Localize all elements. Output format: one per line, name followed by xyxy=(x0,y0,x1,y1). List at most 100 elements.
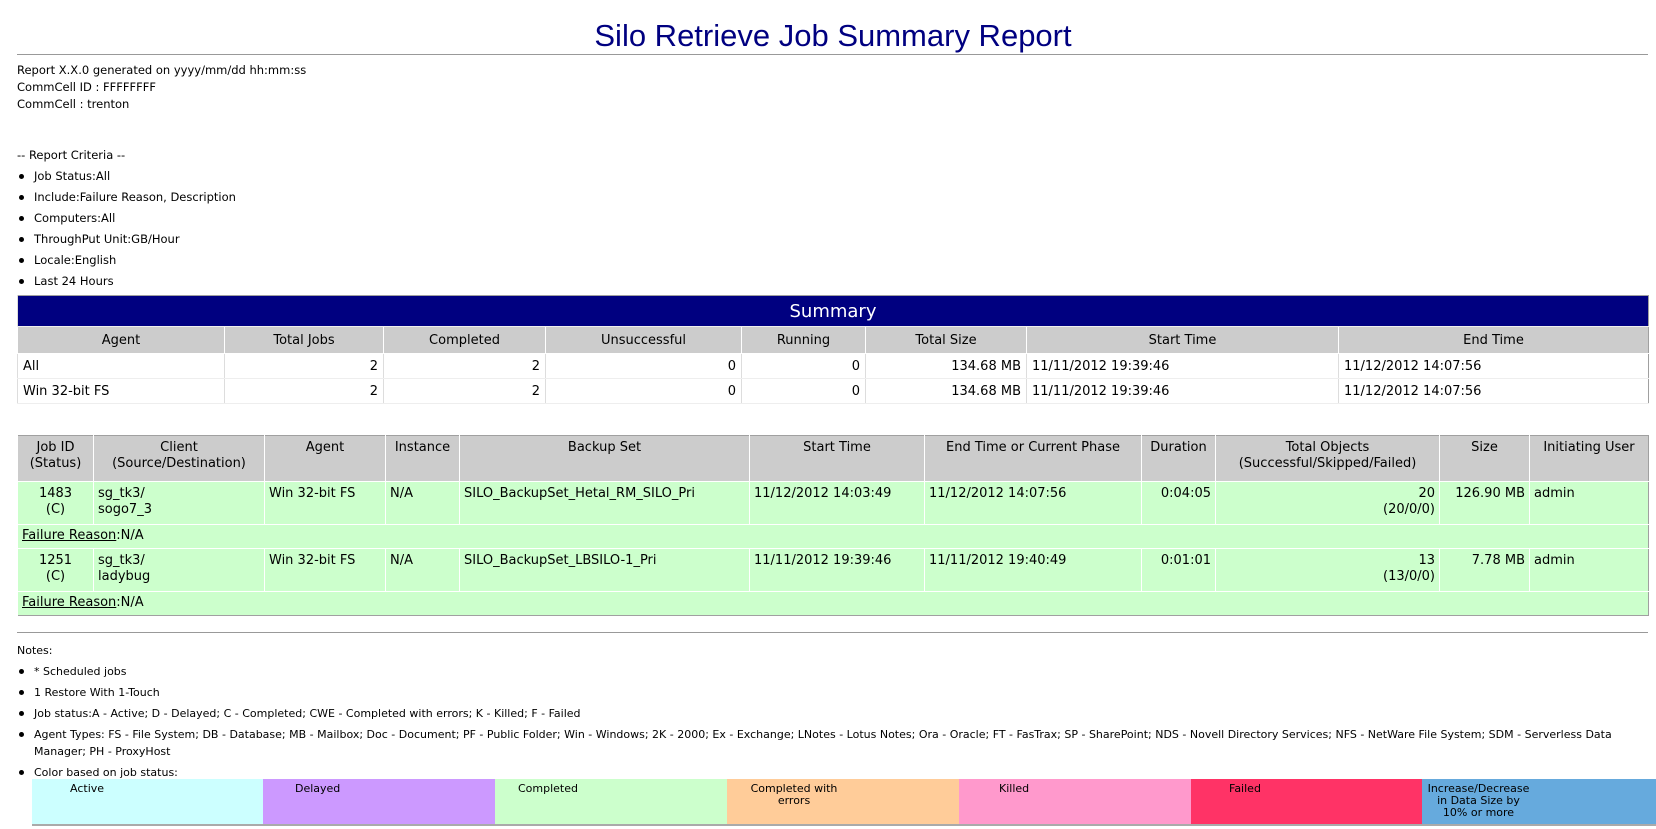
report-criteria: -- Report Criteria -- Job Status:All Inc… xyxy=(17,145,236,292)
notes-divider xyxy=(17,632,1648,633)
cell-total-objects: 20 (20/0/0) xyxy=(1215,481,1440,525)
client-source: sg_tk3/ xyxy=(98,486,145,501)
cell-agent: Win 32-bit FS xyxy=(264,548,386,592)
cell-end-time: 11/11/2012 19:40:49 xyxy=(924,548,1142,592)
cell-instance: N/A xyxy=(385,548,460,592)
title-divider xyxy=(17,54,1648,55)
failure-reason-link[interactable]: Failure Reason xyxy=(22,528,117,543)
report-title: Silo Retrieve Job Summary Report xyxy=(594,18,1072,53)
cell-total-jobs: 2 xyxy=(224,378,384,404)
note-item: Agent Types: FS - File System; DB - Data… xyxy=(17,724,1647,762)
cell-running: 0 xyxy=(741,353,866,379)
status-color-legend: Active Delayed Completed Completed with … xyxy=(32,779,1656,826)
col-unsuccessful: Unsuccessful xyxy=(545,326,742,354)
cell-job-id: 1251 (C) xyxy=(17,548,94,592)
client-destination: sogo7_3 xyxy=(98,502,152,517)
cell-start-time: 11/11/2012 19:39:46 xyxy=(749,548,925,592)
legend-killed: Killed xyxy=(959,779,1191,824)
failure-reason-row: Failure Reason:N/A xyxy=(17,524,1649,549)
job-id: 1483 xyxy=(38,486,73,501)
col-agent: Agent xyxy=(17,326,225,354)
cell-agent: All xyxy=(17,353,225,379)
criteria-item: Locale:English xyxy=(17,250,236,271)
col-total-objects: Total Objects (Successful/Skipped/Failed) xyxy=(1215,435,1440,482)
job-status: (C) xyxy=(45,569,66,584)
client-source: sg_tk3/ xyxy=(98,553,145,568)
col-label: Job ID xyxy=(36,440,75,455)
cell-agent: Win 32-bit FS xyxy=(264,481,386,525)
criteria-item: ThroughPut Unit:GB/Hour xyxy=(17,229,236,250)
failure-reason-value: :N/A xyxy=(116,528,144,543)
cell-running: 0 xyxy=(741,378,866,404)
cell-duration: 0:01:01 xyxy=(1141,548,1216,592)
commcell-id: CommCell ID : FFFFFFFF xyxy=(17,80,156,94)
cell-size: 7.78 MB xyxy=(1439,548,1530,592)
col-job-id: Job ID (Status) xyxy=(17,435,94,482)
summary-table: Summary Agent Total Jobs Completed Unsuc… xyxy=(17,295,1649,404)
cell-end-time: 11/12/2012 14:07:56 xyxy=(924,481,1142,525)
cell-start-time: 11/11/2012 19:39:46 xyxy=(1026,353,1339,379)
col-sublabel: (Source/Destination) xyxy=(112,456,246,471)
legend-active: Active xyxy=(32,779,263,824)
cell-initiating-user: admin xyxy=(1529,481,1649,525)
col-initiating-user: Initiating User xyxy=(1529,435,1649,482)
notes-header: Notes: xyxy=(17,644,53,657)
objects-total: 13 xyxy=(1418,553,1435,568)
job-status: (C) xyxy=(45,502,66,517)
cell-total-size: 134.68 MB xyxy=(865,353,1027,379)
col-size: Size xyxy=(1439,435,1530,482)
note-item: 1 Restore With 1-Touch xyxy=(17,682,1647,703)
col-label: Client xyxy=(160,440,198,455)
col-total-jobs: Total Jobs xyxy=(224,326,384,354)
col-start-time: Start Time xyxy=(749,435,925,482)
failure-reason-link[interactable]: Failure Reason xyxy=(22,595,117,610)
criteria-item: Computers:All xyxy=(17,208,236,229)
client-destination: ladybug xyxy=(98,569,151,584)
legend-failed: Failed xyxy=(1191,779,1422,824)
col-instance: Instance xyxy=(385,435,460,482)
criteria-item: Last 24 Hours xyxy=(17,271,236,292)
job-id: 1251 xyxy=(38,553,73,568)
cell-unsuccessful: 0 xyxy=(545,378,742,404)
cell-end-time: 11/12/2012 14:07:56 xyxy=(1338,378,1649,404)
notes-section: Notes: * Scheduled jobs 1 Restore With 1… xyxy=(17,640,1647,783)
col-end-time: End Time xyxy=(1338,326,1649,354)
failure-reason-value: :N/A xyxy=(116,595,144,610)
legend-data-size-change: Increase/Decrease in Data Size by 10% or… xyxy=(1422,779,1656,824)
col-completed: Completed xyxy=(383,326,546,354)
objects-breakdown: (13/0/0) xyxy=(1383,569,1435,584)
cell-backup-set: SILO_BackupSet_Hetal_RM_SILO_Pri xyxy=(459,481,750,525)
col-backup-set: Backup Set xyxy=(459,435,750,482)
cell-client: sg_tk3/sogo7_3 xyxy=(93,481,265,525)
cell-job-id: 1483 (C) xyxy=(17,481,94,525)
summary-caption: Summary xyxy=(17,295,1649,327)
job-row: 1251 (C) sg_tk3/ladybug Win 32-bit FS N/A… xyxy=(17,548,1649,592)
criteria-item: Include:Failure Reason, Description xyxy=(17,187,236,208)
cell-client: sg_tk3/ladybug xyxy=(93,548,265,592)
summary-header-row: Agent Total Jobs Completed Unsuccessful … xyxy=(17,326,1649,354)
failure-reason-cell: Failure Reason:N/A xyxy=(17,591,1649,616)
legend-completed: Completed xyxy=(495,779,727,824)
commcell-name: CommCell : trenton xyxy=(17,97,130,111)
col-running: Running xyxy=(741,326,866,354)
failure-reason-cell: Failure Reason:N/A xyxy=(17,524,1649,549)
cell-initiating-user: admin xyxy=(1529,548,1649,592)
cell-total-size: 134.68 MB xyxy=(865,378,1027,404)
cell-end-time: 11/12/2012 14:07:56 xyxy=(1338,353,1649,379)
col-agent: Agent xyxy=(264,435,386,482)
cell-total-objects: 13 (13/0/0) xyxy=(1215,548,1440,592)
cell-completed: 2 xyxy=(383,353,546,379)
note-item: Job status:A - Active; D - Delayed; C - … xyxy=(17,703,1647,724)
notes-list: * Scheduled jobs 1 Restore With 1-Touch … xyxy=(17,661,1647,783)
summary-row: All 2 2 0 0 134.68 MB 11/11/2012 19:39:4… xyxy=(17,353,1649,379)
criteria-item: Job Status:All xyxy=(17,166,236,187)
note-item: Color based on job status: xyxy=(17,762,1647,783)
job-row: 1483 (C) sg_tk3/sogo7_3 Win 32-bit FS N/A… xyxy=(17,481,1649,525)
cell-start-time: 11/12/2012 14:03:49 xyxy=(749,481,925,525)
cell-start-time: 11/11/2012 19:39:46 xyxy=(1026,378,1339,404)
jobs-header-row: Job ID (Status) Client (Source/Destination… xyxy=(17,435,1649,482)
cell-unsuccessful: 0 xyxy=(545,353,742,379)
criteria-list: Job Status:All Include:Failure Reason, D… xyxy=(17,166,236,292)
failure-reason-row: Failure Reason:N/A xyxy=(17,591,1649,616)
cell-backup-set: SILO_BackupSet_LBSILO-1_Pri xyxy=(459,548,750,592)
